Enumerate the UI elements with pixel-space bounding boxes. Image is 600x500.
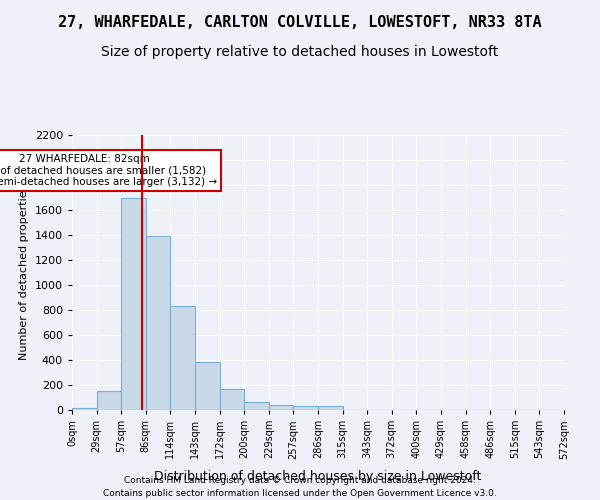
Bar	[97, 390, 121, 410]
Bar	[269, 405, 293, 410]
Text: Contains HM Land Registry data © Crown copyright and database right 2024.: Contains HM Land Registry data © Crown c…	[124, 476, 476, 485]
Bar	[72, 408, 97, 410]
Text: 27, WHARFEDALE, CARLTON COLVILLE, LOWESTOFT, NR33 8TA: 27, WHARFEDALE, CARLTON COLVILLE, LOWEST…	[58, 15, 542, 30]
X-axis label: Distribution of detached houses by size in Lowestoft: Distribution of detached houses by size …	[154, 470, 482, 482]
Bar	[195, 362, 220, 410]
Text: 27 WHARFEDALE: 82sqm
← 33% of detached houses are smaller (1,582)
66% of semi-de: 27 WHARFEDALE: 82sqm ← 33% of detached h…	[0, 154, 217, 187]
Bar	[293, 406, 318, 410]
Bar	[318, 406, 343, 410]
Bar	[244, 402, 269, 410]
Bar	[146, 236, 170, 410]
Bar	[220, 390, 244, 410]
Bar	[121, 198, 146, 410]
Bar	[170, 306, 195, 410]
Text: Contains public sector information licensed under the Open Government Licence v3: Contains public sector information licen…	[103, 488, 497, 498]
Y-axis label: Number of detached properties: Number of detached properties	[19, 185, 29, 360]
Text: Size of property relative to detached houses in Lowestoft: Size of property relative to detached ho…	[101, 45, 499, 59]
